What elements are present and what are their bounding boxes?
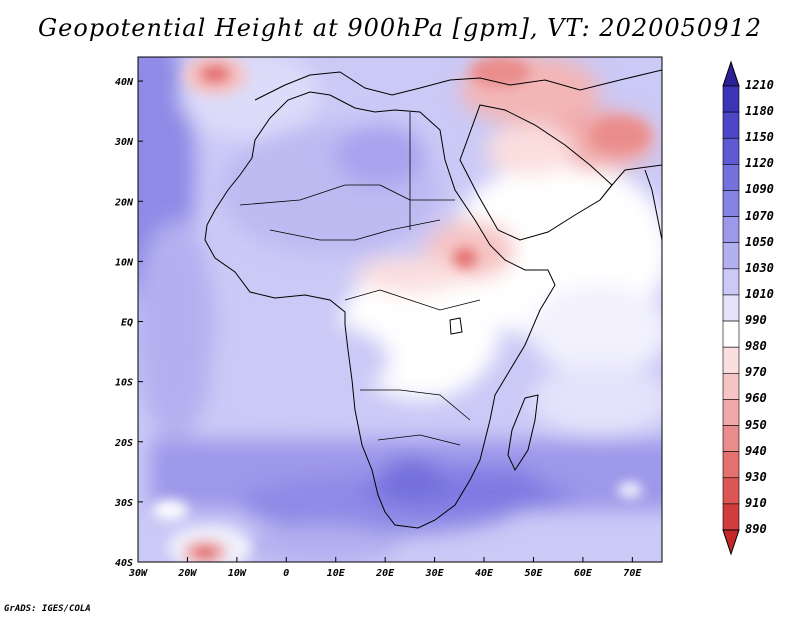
colorbar-segment — [722, 216, 740, 244]
lon-tick-label: 40E — [475, 568, 494, 579]
colorbar-label: 1030 — [745, 260, 774, 275]
colorbar-label: 930 — [745, 469, 767, 484]
colorbar-bottom-arrow — [722, 529, 740, 556]
central-border — [344, 289, 481, 311]
colorbar-segment — [722, 294, 740, 322]
lon-tick-label: 0 — [283, 568, 289, 579]
colorbar-label: 990 — [745, 313, 767, 328]
coastlines — [204, 69, 662, 529]
map-title: Geopotential Height at 900hPa [gpm], VT:… — [38, 14, 762, 42]
lon-axis: 30W 20W 10W 0 10E 20E 30E 40E 50E 60E 70E — [128, 557, 642, 579]
credit-text: GrADS: IGES/COLA — [4, 604, 91, 614]
colorbar-segment — [722, 137, 740, 165]
lon-tick-label: 30E — [425, 568, 445, 579]
lon-tick-label: 50E — [524, 568, 543, 579]
colorbar-segment — [722, 164, 740, 191]
height-field — [138, 57, 662, 562]
colorbar-label: 890 — [745, 522, 767, 536]
lon-tick-label: 20E — [375, 568, 395, 579]
lat-tick-label: 40N — [115, 77, 134, 88]
sahel-border-1 — [239, 184, 411, 230]
colorbar-segment — [722, 320, 740, 348]
colorbar-segment — [722, 346, 740, 374]
colorbar-label: 1090 — [745, 182, 774, 197]
colorbar-segment — [722, 85, 740, 113]
lon-tick-label: 20W — [177, 568, 197, 579]
colorbar-label: 940 — [745, 443, 767, 458]
colorbar-label: 970 — [745, 365, 767, 380]
colorbar-label: 1010 — [745, 286, 774, 301]
lat-tick-label: 30S — [114, 498, 133, 509]
colorbar-label: 1150 — [745, 130, 774, 145]
lon-tick-label: 10W — [228, 568, 247, 579]
africa-coastline — [204, 91, 556, 529]
egypt-border — [409, 112, 455, 201]
colorbar-segment — [722, 372, 740, 400]
south-border — [360, 389, 471, 421]
persia-coast — [599, 164, 662, 201]
lon-tick-label: 10E — [327, 568, 346, 579]
lat-tick-label: 30N — [114, 137, 134, 148]
lat-tick-label: 40S — [115, 558, 133, 569]
lon-tick-label: 60E — [574, 568, 593, 579]
lat-tick-label: EQ — [121, 318, 133, 329]
lat-tick-label: 20S — [114, 438, 133, 449]
colorbar-segment — [722, 451, 740, 479]
colorbar-label: 950 — [745, 417, 767, 432]
colorbar-segment — [722, 190, 740, 217]
madagascar-outline — [507, 394, 539, 472]
colorbar-segment — [722, 399, 740, 426]
india-coast — [644, 169, 662, 241]
lat-tick-label: 20N — [114, 197, 134, 208]
colorbar-label: 980 — [745, 339, 767, 354]
colorbar — [722, 60, 740, 556]
lat-tick-label: 10S — [115, 378, 133, 389]
colorbar-segment — [722, 477, 740, 505]
lake-victoria — [449, 317, 463, 335]
colorbar-segment — [722, 425, 740, 452]
colorbar-label: 910 — [745, 495, 767, 510]
colorbar-segment — [722, 111, 740, 139]
lat-axis: 40N 30N 20N 10N EQ 10S 20S 30S 40S — [114, 77, 143, 569]
colorbar-label: 960 — [745, 391, 767, 406]
lon-tick-label: 30W — [128, 568, 148, 579]
colorbar-segment — [722, 242, 740, 270]
colorbar-label: 1050 — [745, 234, 774, 249]
mediterranean-north — [254, 69, 662, 101]
colorbar-label: 1120 — [745, 156, 774, 171]
map-frame — [137, 56, 663, 563]
lat-tick-label: 10N — [115, 257, 134, 268]
colorbar-segment — [722, 503, 740, 531]
colorbar-segment — [722, 268, 740, 296]
colorbar-label: 1210 — [745, 78, 774, 92]
colorbar-label: 1180 — [745, 104, 774, 119]
colorbar-top-arrow — [722, 60, 740, 87]
lon-tick-label: 70E — [623, 568, 642, 579]
southern-border — [377, 434, 461, 446]
colorbar-label: 1070 — [745, 208, 774, 223]
sahel-border-2 — [269, 219, 441, 241]
